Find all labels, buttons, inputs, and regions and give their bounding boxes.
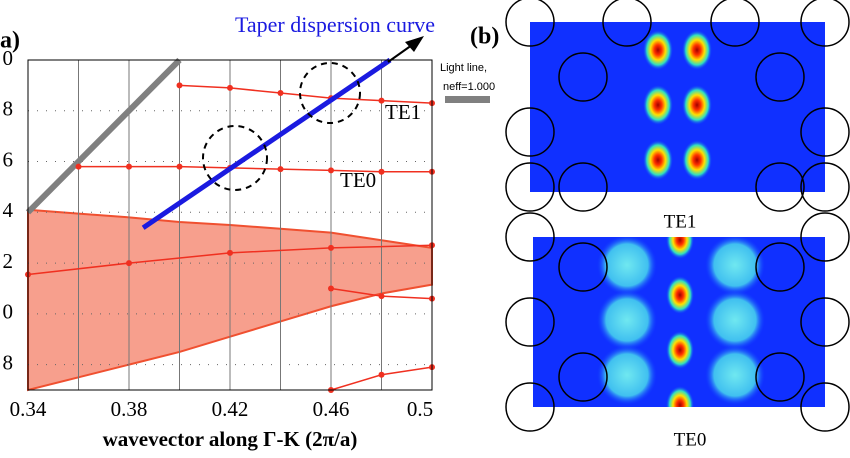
point [126, 163, 132, 170]
hole [558, 52, 608, 102]
x-tick-label: 0.34 [10, 397, 47, 421]
y-tick-label: 2 [3, 249, 14, 273]
hole [755, 162, 805, 212]
field-lobe [705, 237, 765, 295]
line [141, 57, 392, 230]
hole [558, 242, 608, 292]
point [378, 371, 385, 378]
hole [710, 0, 760, 47]
y-tick-label: 4 [3, 198, 14, 222]
point [75, 163, 82, 170]
plot-frame [27, 59, 433, 391]
light-line-key [445, 96, 490, 103]
point [176, 163, 183, 170]
field-spot [682, 30, 712, 70]
point [378, 97, 385, 104]
annotation: Light line, [440, 62, 487, 74]
field-spot [666, 331, 694, 369]
hole [505, 162, 555, 212]
hole [755, 242, 805, 292]
hole [800, 0, 850, 47]
field-lobe [597, 345, 657, 405]
field-spot [682, 140, 712, 180]
y-tick-label: 0 [3, 46, 14, 70]
hole [800, 162, 850, 212]
lattice-holes [505, 0, 850, 432]
point [378, 293, 385, 300]
field-lobe [597, 290, 657, 350]
hole [505, 212, 555, 262]
annotation: TE0 [340, 168, 376, 192]
line [25, 57, 182, 215]
field-spot [666, 237, 694, 259]
line [78, 165, 432, 173]
hole [800, 212, 850, 262]
field-lobe [705, 345, 765, 405]
hole [800, 382, 850, 432]
line [179, 84, 433, 104]
point [328, 167, 334, 174]
highlight-circle [202, 125, 268, 191]
hole [558, 352, 608, 402]
point [126, 260, 132, 267]
x-tick-label: 0.46 [313, 397, 350, 421]
highlight-circle [299, 62, 361, 124]
field-spot [666, 276, 694, 314]
hole [558, 162, 608, 212]
point [176, 82, 183, 89]
hole [505, 382, 555, 432]
point [227, 84, 233, 91]
x-tick-label: 0.38 [111, 397, 148, 421]
arrow-head [405, 36, 424, 52]
field-spot [643, 140, 673, 180]
annotation: neff=1.000 [443, 81, 495, 93]
mode-caption: TE1 [664, 211, 697, 232]
y-tick-label: 8 [3, 97, 14, 121]
point [277, 166, 284, 173]
field-lobe [597, 237, 657, 295]
plot-area [25, 57, 435, 393]
hole [755, 352, 805, 402]
point [227, 249, 233, 256]
y-tick-label: 0 [3, 300, 14, 324]
point [378, 168, 385, 175]
mode-image-te0 [533, 237, 825, 407]
mode-caption: TE0 [674, 429, 707, 450]
x-tick-label: 0.5 [407, 397, 433, 421]
field-spot [666, 386, 694, 407]
field-spot [643, 85, 673, 125]
hole [602, 0, 652, 47]
y-tick-label: 6 [3, 147, 14, 171]
point [328, 244, 334, 251]
y-tick-label: 8 [3, 350, 14, 374]
hole [755, 52, 805, 102]
arrow [387, 44, 413, 63]
x-axis-label: wavevector along Γ-K (2π/a) [103, 427, 358, 451]
point [328, 285, 334, 292]
mode-image-te1 [530, 22, 825, 192]
hole [505, 297, 555, 347]
chart-title: Taper dispersion curve [235, 12, 435, 37]
field-lobe [705, 290, 765, 350]
x-tick-label: 0.42 [212, 397, 249, 421]
field-spot [643, 30, 673, 70]
annotation: TE1 [385, 100, 421, 124]
field-spot [682, 85, 712, 125]
hole [800, 297, 850, 347]
point [277, 90, 284, 96]
hole [800, 107, 850, 157]
hole [505, 0, 555, 47]
panel-label: a) [0, 28, 20, 54]
panel-label: (b) [470, 24, 499, 50]
hole [505, 107, 555, 157]
